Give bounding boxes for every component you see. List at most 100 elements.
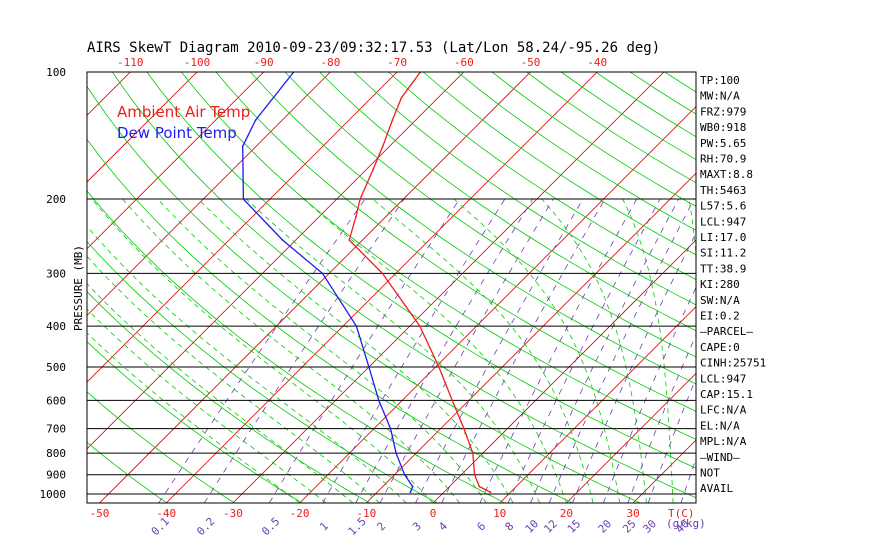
dewpoint-point — [355, 325, 358, 327]
dry-adiabat-line — [87, 391, 235, 503]
mixing-ratio-line — [415, 198, 584, 503]
bottom-temp-tick-label: 20 — [560, 507, 573, 520]
isotherm-line — [299, 106, 696, 503]
mixing-ratio-line — [530, 198, 679, 503]
mixing-ratio-line — [203, 198, 405, 503]
top-temp-tick-label: -90 — [254, 56, 274, 69]
isotherm-line — [632, 439, 696, 503]
isotherm-line — [87, 72, 398, 383]
dewpoint-point — [254, 119, 257, 121]
pressure-tick-label: 300 — [46, 267, 66, 280]
top-temp-tick-label: -100 — [184, 56, 211, 69]
dry-adiabat-line — [87, 240, 438, 503]
mixing-ratio-line — [507, 198, 661, 503]
bottom-temp-tick-label: 10 — [493, 507, 506, 520]
dewpoint-point — [389, 427, 392, 430]
index-label: LFC:N/A — [700, 404, 747, 417]
moist-adiabat-line — [87, 332, 300, 503]
bottom-temp-tick-label: -10 — [356, 507, 376, 520]
mixing-ratio-tick-label: 6 — [474, 520, 488, 534]
dry-adiabat-line — [353, 72, 696, 306]
top-temp-tick-label: -80 — [320, 56, 340, 69]
index-label: FRZ:979 — [700, 105, 746, 118]
bottom-temp-tick-label: -40 — [156, 507, 176, 520]
pressure-tick-label: 600 — [46, 394, 66, 407]
mixing-ratio-unit-label: (g/kg) — [666, 517, 706, 530]
index-label: PW:5.65 — [700, 137, 746, 150]
index-label: —WIND— — [700, 451, 740, 464]
isotherm-line — [87, 72, 198, 183]
isotherm-line — [87, 72, 264, 250]
legend-ambient-air-temp: Ambient Air Temp — [117, 103, 250, 121]
pressure-tick-label: 900 — [46, 469, 66, 482]
index-label: TP:100 — [700, 74, 740, 87]
bottom-temp-tick-label: 0 — [430, 507, 437, 520]
temperature-point — [451, 399, 454, 402]
index-label: TH:5463 — [700, 184, 746, 197]
index-label: MAXT:8.8 — [700, 168, 753, 181]
mixing-ratio-tick-label: 1 — [317, 520, 331, 534]
temperature-point — [478, 485, 481, 488]
dry-adiabat-line — [181, 72, 696, 440]
isotherm-line — [566, 372, 696, 503]
index-label: CAPE:0 — [700, 341, 740, 354]
bottom-temp-tick-label: -50 — [90, 507, 110, 520]
legend-dew-point-temp: Dew Point Temp — [117, 124, 237, 142]
dry-adiabat-line — [388, 72, 696, 281]
temperature-point — [438, 366, 440, 368]
index-label: EL:N/A — [700, 419, 740, 432]
dry-adiabat-line — [284, 72, 696, 358]
dry-adiabat-line — [146, 72, 696, 469]
temperature-point — [381, 272, 384, 275]
moist-adiabat-line — [91, 198, 434, 503]
top-temp-tick-label: -40 — [587, 56, 607, 69]
index-label: KI:280 — [700, 278, 740, 291]
temperature-point — [359, 198, 361, 201]
index-label: LI:17.0 — [700, 231, 746, 244]
chart-title: AIRS SkewT Diagram 2010-09-23/09:32:17.5… — [87, 40, 660, 56]
dry-adiabat-line — [87, 341, 303, 503]
dewpoint-point — [368, 366, 370, 368]
mixing-ratio-line — [441, 198, 606, 503]
mixing-ratio-tick-label: 30 — [640, 517, 659, 536]
temperature-point — [471, 452, 474, 455]
index-label: LCL:947 — [700, 372, 746, 385]
top-temp-tick-label: -60 — [454, 56, 474, 69]
index-label: AVAIL — [700, 482, 733, 495]
top-temp-tick-label: -110 — [117, 56, 144, 69]
top-temp-tick-label: -70 — [387, 56, 407, 69]
dry-adiabat-line — [526, 72, 696, 184]
index-label: TT:38.9 — [700, 262, 746, 275]
mixing-ratio-line — [627, 333, 696, 503]
mixing-ratio-line — [355, 198, 534, 503]
pressure-tick-label: 800 — [46, 447, 66, 460]
index-label: L57:5.6 — [700, 200, 746, 213]
mixing-ratio-line — [603, 286, 696, 503]
temperature-point — [348, 239, 351, 241]
mixing-ratio-tick-label: 8 — [503, 520, 517, 534]
isotherm-line — [499, 306, 696, 503]
dewpoint-point — [242, 198, 245, 201]
top-temp-tick-label: -50 — [521, 56, 541, 69]
pressure-tick-label: 100 — [46, 66, 66, 79]
bottom-temp-tick-label: -30 — [223, 507, 243, 520]
mixing-ratio-tick-label: 10 — [523, 517, 542, 536]
index-label: CAP:15.1 — [700, 388, 753, 401]
dry-adiabat-line — [111, 72, 696, 499]
temperature-point — [418, 325, 421, 327]
dewpoint-point — [409, 491, 412, 494]
temperature-point — [391, 119, 394, 121]
mixing-ratio-line — [379, 198, 554, 503]
index-label: EI:0.2 — [700, 310, 740, 323]
bottom-temp-tick-label: 30 — [626, 507, 639, 520]
moist-adiabat-line — [453, 198, 621, 503]
index-label: MPL:N/A — [700, 435, 747, 448]
isotherm-line — [99, 72, 531, 503]
moist-adiabat-line — [372, 198, 594, 503]
moist-adiabat-line — [541, 198, 647, 503]
mixing-ratio-tick-label: 2 — [374, 520, 388, 534]
dewpoint-point — [395, 452, 397, 455]
bottom-temp-tick-label: -20 — [290, 507, 310, 520]
temperature-point — [489, 491, 492, 494]
isotherm-line — [165, 72, 598, 503]
